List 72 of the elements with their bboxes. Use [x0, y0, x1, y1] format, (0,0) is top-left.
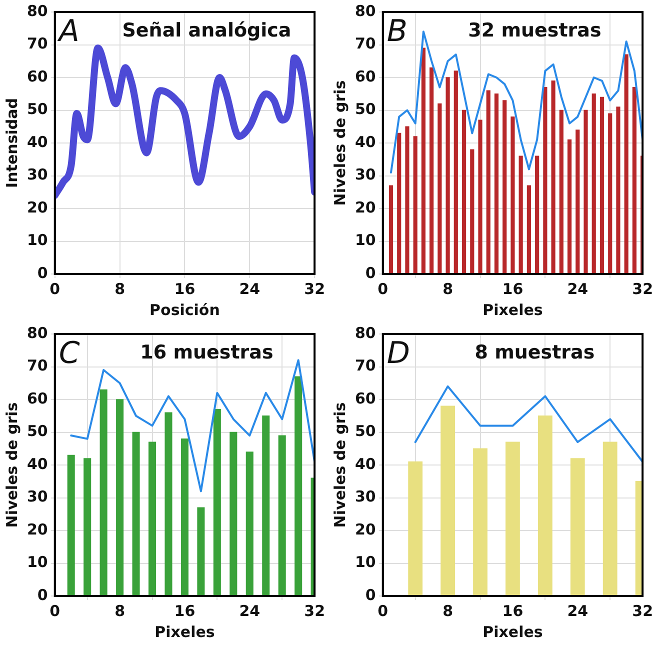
x-tick-label: 32 — [304, 602, 325, 620]
y-tick-label: 20 — [27, 198, 48, 216]
chart-title: Señal analógica — [122, 19, 292, 42]
y-tick-label: 20 — [355, 198, 376, 216]
x-tick-label: 32 — [304, 280, 325, 298]
y-tick-label: 10 — [27, 553, 48, 572]
y-axis-title: Niveles de gris — [2, 402, 21, 528]
x-tick-label: 32 — [632, 280, 653, 298]
y-tick-label: 0 — [365, 586, 376, 604]
x-axis-title: Pixeles — [482, 300, 543, 319]
annotation: A — [56, 14, 80, 49]
x-tick-label: 24 — [239, 280, 260, 298]
y-tick-label: 60 — [27, 389, 48, 408]
x-tick-label: 16 — [174, 602, 196, 620]
y-tick-label: 50 — [27, 100, 48, 118]
y-tick-label: 80 — [355, 2, 376, 20]
x-tick-label: 16 — [502, 602, 524, 620]
x-tick-label: 16 — [502, 280, 524, 298]
y-tick-label: 50 — [355, 100, 376, 118]
y-tick-label: 70 — [27, 356, 48, 375]
y-tick-label: 0 — [37, 586, 48, 604]
y-tick-label: 40 — [355, 454, 376, 473]
y-axis-title: Niveles de gris — [330, 402, 349, 528]
y-tick-label: 20 — [355, 520, 376, 538]
y-tick-label: 0 — [365, 264, 376, 282]
x-tick-label: 0 — [378, 280, 388, 298]
x-axis-title: Pixeles — [154, 622, 215, 641]
y-tick-label: 40 — [355, 132, 376, 151]
annotation: B — [386, 14, 408, 49]
y-tick-label: 80 — [355, 324, 376, 342]
annotation: D — [386, 336, 410, 371]
chart-title: 16 muestras — [140, 341, 274, 364]
y-tick-label: 30 — [355, 166, 376, 184]
y-tick-label: 20 — [27, 520, 48, 538]
y-tick-label: 10 — [355, 553, 376, 572]
y-tick-label: 0 — [37, 264, 48, 282]
chart-title: 8 muestras — [474, 341, 595, 364]
x-tick-label: 8 — [114, 280, 126, 298]
x-tick-label: 16 — [174, 280, 196, 298]
x-tick-label: 24 — [239, 602, 260, 620]
y-axis-title: Intensidad — [2, 98, 21, 188]
x-tick-label: 0 — [50, 280, 60, 298]
x-tick-label: 24 — [567, 602, 588, 620]
y-tick-label: 70 — [27, 34, 48, 53]
x-tick-label: 8 — [114, 602, 126, 620]
y-axis-title: Niveles de gris — [330, 80, 349, 206]
y-tick-label: 40 — [27, 132, 48, 151]
y-tick-label: 10 — [27, 231, 48, 250]
y-tick-label: 60 — [355, 67, 376, 86]
x-axis-title: Pixeles — [482, 622, 543, 641]
y-tick-label: 10 — [355, 231, 376, 250]
x-tick-label: 8 — [442, 280, 454, 298]
y-tick-label: 80 — [27, 324, 48, 342]
x-tick-label: 8 — [442, 602, 454, 620]
y-tick-label: 50 — [27, 422, 48, 440]
y-tick-label: 30 — [27, 166, 48, 184]
y-tick-label: 70 — [355, 356, 376, 375]
y-tick-label: 40 — [27, 454, 48, 473]
y-tick-label: 30 — [27, 488, 48, 506]
x-tick-label: 0 — [378, 602, 388, 620]
y-tick-label: 60 — [355, 389, 376, 408]
y-tick-label: 60 — [27, 67, 48, 86]
chart-title: 32 muestras — [468, 19, 602, 42]
x-axis-title: Posición — [150, 300, 220, 319]
annotation: C — [58, 336, 80, 371]
x-tick-label: 24 — [567, 280, 588, 298]
y-tick-label: 80 — [27, 2, 48, 20]
y-tick-label: 50 — [355, 422, 376, 440]
x-tick-label: 0 — [50, 602, 60, 620]
x-tick-label: 32 — [632, 602, 653, 620]
y-tick-label: 70 — [355, 34, 376, 53]
y-tick-label: 30 — [355, 488, 376, 506]
